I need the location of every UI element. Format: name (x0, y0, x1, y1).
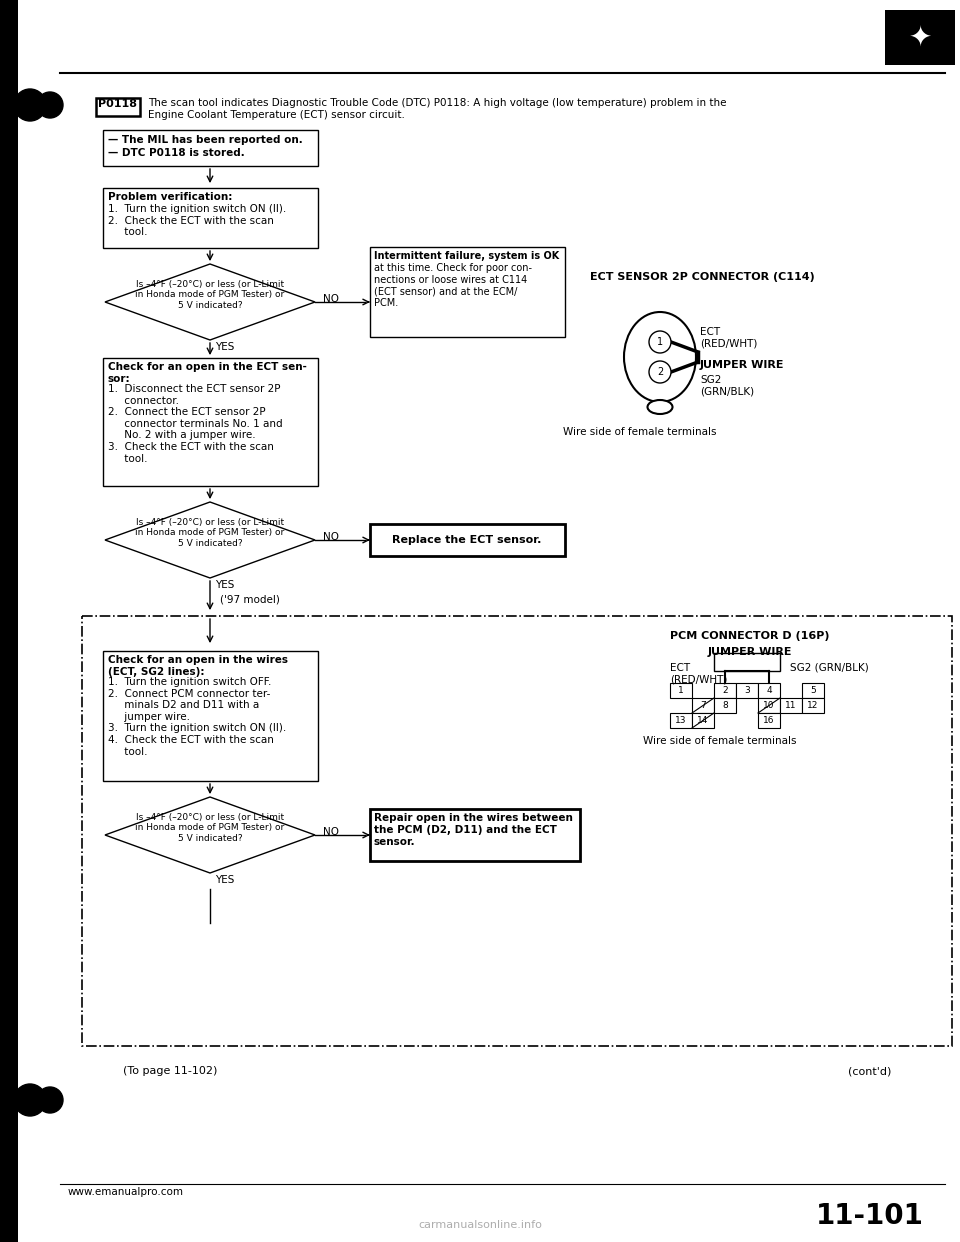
Circle shape (649, 361, 671, 383)
Bar (670, 713, 692, 728)
Text: SG2 (GRN/BLK): SG2 (GRN/BLK) (790, 663, 869, 673)
Text: — The MIL has been reported on.: — The MIL has been reported on. (108, 135, 302, 145)
Text: ('97 model): ('97 model) (220, 594, 280, 604)
Text: NO: NO (323, 827, 339, 837)
Text: ECT
(RED/WHT): ECT (RED/WHT) (670, 663, 728, 684)
Text: 1.  Turn the ignition switch OFF.
2.  Connect PCM connector ter-
     minals D2 : 1. Turn the ignition switch OFF. 2. Conn… (108, 677, 286, 756)
Text: 14: 14 (697, 715, 708, 725)
Bar (714, 698, 736, 713)
Text: YES: YES (215, 876, 234, 886)
Bar (802, 698, 824, 713)
Bar (370, 524, 565, 556)
Text: Is –4°F (–20°C) or less (or L-Limit
in Honda mode of PGM Tester) or
5 V indicate: Is –4°F (–20°C) or less (or L-Limit in H… (135, 518, 284, 548)
Circle shape (37, 1087, 63, 1113)
Bar (780, 698, 802, 713)
Text: Wire side of female terminals: Wire side of female terminals (564, 427, 717, 437)
Text: at this time. Check for poor con-
nections or loose wires at C114
(ECT sensor) a: at this time. Check for poor con- nectio… (374, 263, 532, 308)
Text: 1: 1 (678, 686, 684, 696)
Text: carmanualsonline.info: carmanualsonline.info (418, 1220, 542, 1230)
Text: YES: YES (215, 342, 234, 351)
Bar (714, 683, 736, 698)
Text: 2: 2 (657, 366, 663, 378)
Text: ECT
(RED/WHT): ECT (RED/WHT) (700, 327, 757, 349)
Text: 2: 2 (722, 686, 728, 696)
Text: Replace the ECT sensor.: Replace the ECT sensor. (393, 535, 541, 545)
Text: 8: 8 (722, 700, 728, 710)
Bar (96, 98, 140, 116)
Text: PCM CONNECTOR D (16P): PCM CONNECTOR D (16P) (670, 631, 829, 641)
Bar (802, 683, 824, 698)
Bar (103, 130, 318, 166)
Bar (370, 247, 565, 337)
Text: Intermittent failure, system is OK: Intermittent failure, system is OK (374, 251, 560, 261)
Bar (736, 683, 758, 698)
Bar (0, 0, 18, 1242)
Bar (758, 713, 780, 728)
Text: 1.  Turn the ignition switch ON (II).
2.  Check the ECT with the scan
     tool.: 1. Turn the ignition switch ON (II). 2. … (108, 204, 286, 237)
Text: Check for an open in the wires
(ECT, SG2 lines):: Check for an open in the wires (ECT, SG2… (108, 655, 288, 677)
Text: Is –4°F (–20°C) or less (or L-Limit
in Honda mode of PGM Tester) or
5 V indicate: Is –4°F (–20°C) or less (or L-Limit in H… (135, 814, 284, 843)
Text: ✦: ✦ (908, 24, 931, 51)
Circle shape (37, 92, 63, 118)
Text: Is –4°F (–20°C) or less (or L-Limit
in Honda mode of PGM Tester) or
5 V indicate: Is –4°F (–20°C) or less (or L-Limit in H… (135, 279, 284, 309)
Text: Check for an open in the ECT sen-
sor:: Check for an open in the ECT sen- sor: (108, 361, 307, 384)
Ellipse shape (647, 400, 673, 414)
Bar (885, 10, 955, 65)
Text: the PCM (D2, D11) and the ECT
sensor.: the PCM (D2, D11) and the ECT sensor. (374, 825, 557, 847)
Text: JUMPER WIRE: JUMPER WIRE (700, 360, 784, 370)
Bar (714, 653, 780, 671)
Text: www.emanualpro.com: www.emanualpro.com (68, 1187, 184, 1197)
Bar (758, 698, 780, 713)
Bar (670, 683, 692, 698)
Text: YES: YES (215, 580, 234, 590)
Bar (103, 651, 318, 781)
Text: NO: NO (323, 532, 339, 542)
Ellipse shape (624, 312, 696, 402)
Text: ECT SENSOR 2P CONNECTOR (C114): ECT SENSOR 2P CONNECTOR (C114) (590, 272, 815, 282)
Bar (103, 188, 318, 248)
Text: 13: 13 (675, 715, 686, 725)
Bar (82, 616, 952, 1046)
Text: P0118: P0118 (98, 99, 137, 109)
Circle shape (649, 332, 671, 353)
Text: Repair open in the wires between: Repair open in the wires between (374, 814, 573, 823)
Text: 5: 5 (810, 686, 816, 696)
Text: 1.  Disconnect the ECT sensor 2P
     connector.
2.  Connect the ECT sensor 2P
 : 1. Disconnect the ECT sensor 2P connecto… (108, 384, 282, 463)
Text: 3: 3 (744, 686, 750, 696)
Text: (cont'd): (cont'd) (849, 1066, 892, 1076)
Text: NO: NO (323, 294, 339, 304)
Bar (103, 358, 318, 486)
Text: (To page 11-102): (To page 11-102) (123, 1066, 217, 1076)
Text: 16: 16 (763, 715, 775, 725)
Text: Wire side of female terminals: Wire side of female terminals (643, 737, 797, 746)
Text: 4: 4 (766, 686, 772, 696)
Text: 11: 11 (785, 700, 797, 710)
Bar (692, 698, 714, 713)
Circle shape (14, 89, 46, 120)
Text: 11-101: 11-101 (816, 1202, 924, 1230)
Text: 10: 10 (763, 700, 775, 710)
Bar (758, 683, 780, 698)
Polygon shape (105, 502, 315, 578)
Text: 1: 1 (657, 337, 663, 347)
Text: SG2
(GRN/BLK): SG2 (GRN/BLK) (700, 375, 755, 396)
Text: 7: 7 (700, 700, 706, 710)
Text: JUMPER WIRE: JUMPER WIRE (708, 647, 792, 657)
Text: — DTC P0118 is stored.: — DTC P0118 is stored. (108, 148, 245, 158)
Polygon shape (105, 797, 315, 873)
Bar (370, 809, 580, 861)
Bar (692, 713, 714, 728)
Text: 12: 12 (807, 700, 819, 710)
Polygon shape (105, 265, 315, 340)
Circle shape (14, 1084, 46, 1117)
Text: The scan tool indicates Diagnostic Trouble Code (DTC) P0118: A high voltage (low: The scan tool indicates Diagnostic Troub… (148, 98, 727, 119)
Text: Problem verification:: Problem verification: (108, 193, 232, 202)
